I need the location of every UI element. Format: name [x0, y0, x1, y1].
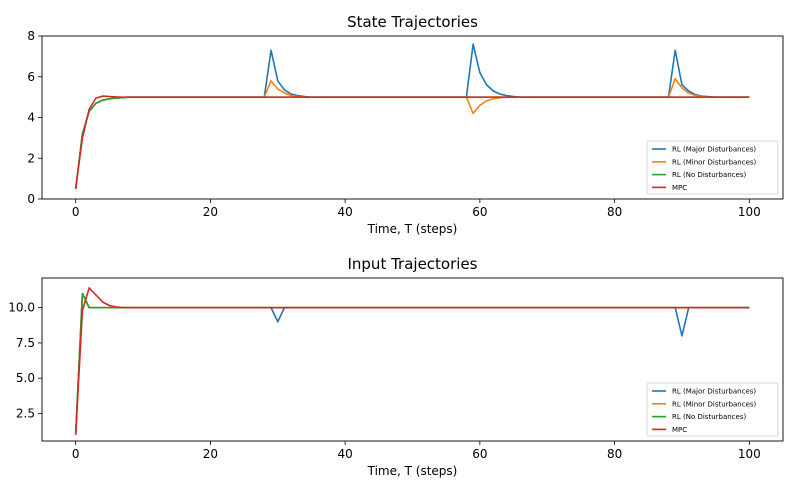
y-tick-label: 8	[27, 29, 35, 43]
y-tick-label: 6	[27, 70, 35, 84]
axes-frame	[41, 35, 784, 200]
x-tick-label: 60	[472, 205, 487, 219]
x-tick-label: 100	[738, 205, 761, 219]
series-line-3	[74, 95, 750, 189]
legend-entry: RL (No Disturbances)	[672, 413, 746, 421]
legend-entry: MPC	[672, 426, 687, 434]
legend-box	[646, 382, 779, 437]
chart-panel-1: Input Trajectories 0 20 40 60 80 100 2.5 5.0 7.5 1…	[8, 255, 784, 478]
legend-entry: RL (Major Disturbances)	[672, 146, 756, 154]
x-tick-label: 0	[72, 205, 80, 219]
x-tick-label: 80	[607, 205, 622, 219]
y-tick-label: 0	[27, 192, 35, 206]
axes-frame	[41, 277, 784, 442]
legend-entry: MPC	[672, 184, 687, 192]
legend-entry: RL (Major Disturbances)	[672, 388, 756, 396]
y-tick-label: 10.0	[8, 301, 35, 315]
y-tick-label: 7.5	[16, 336, 35, 350]
legend-entry: RL (Minor Disturbances)	[672, 400, 757, 408]
y-tick-label: 2	[27, 151, 35, 165]
legend: RL (Major Disturbances) RL (Minor Disturb…	[646, 382, 779, 437]
chart-title: Input Trajectories	[347, 255, 477, 273]
x-tick-label: 0	[72, 447, 80, 461]
x-tick-label: 80	[607, 447, 622, 461]
chart-panel-0: State Trajectories 0 20 40 60 80 100 0 2 4 6 8 Time,…	[27, 13, 784, 236]
x-axis-label: Time, T (steps)	[367, 464, 458, 478]
y-tick-label: 5.0	[16, 371, 35, 385]
x-tick-label: 40	[337, 447, 352, 461]
x-tick-label: 100	[738, 447, 761, 461]
y-tick-label: 2.5	[16, 406, 35, 420]
y-tick-label: 4	[27, 111, 35, 125]
x-tick-label: 20	[203, 447, 218, 461]
x-tick-label: 60	[472, 447, 487, 461]
x-tick-label: 40	[337, 205, 352, 219]
chart-title: State Trajectories	[347, 13, 478, 31]
x-tick-label: 20	[203, 205, 218, 219]
legend: RL (Major Disturbances) RL (Minor Disturb…	[646, 140, 779, 195]
legend-entry: RL (No Disturbances)	[672, 171, 746, 179]
x-axis-label: Time, T (steps)	[367, 222, 458, 236]
legend-entry: RL (Minor Disturbances)	[672, 158, 757, 166]
legend-box	[646, 140, 779, 195]
series-line-3	[74, 287, 750, 435]
